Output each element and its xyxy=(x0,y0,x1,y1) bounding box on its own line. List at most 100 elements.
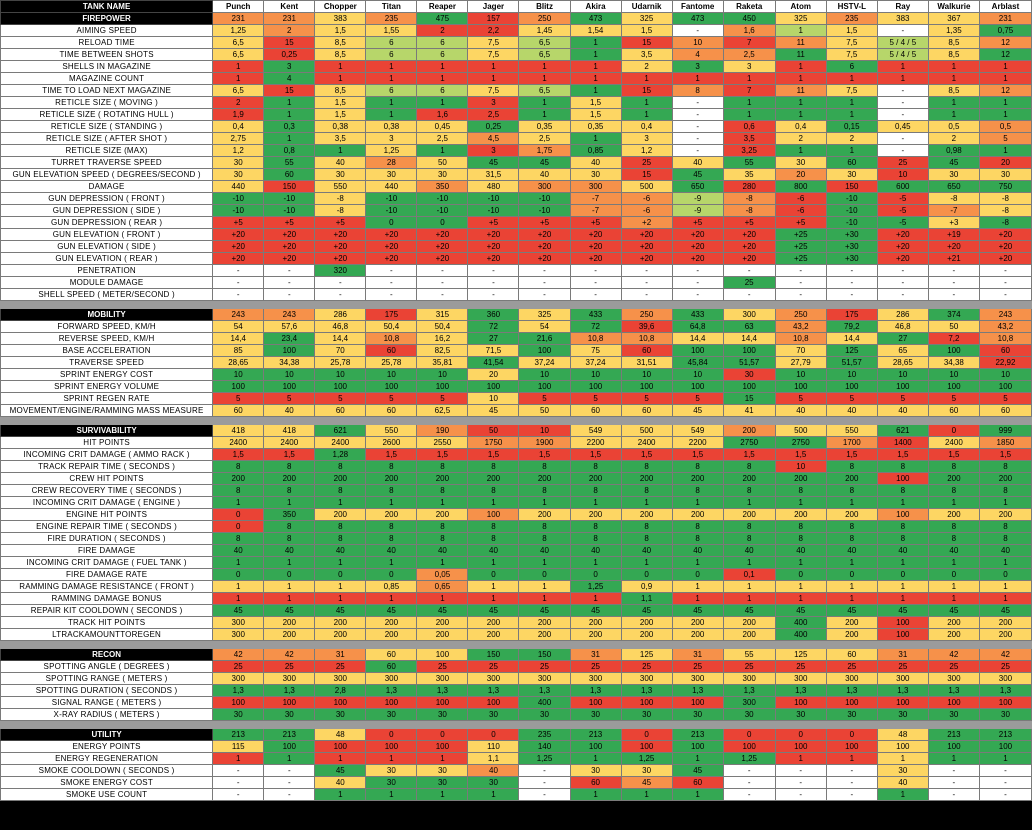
stat-value-cell[interactable]: 1,3 xyxy=(620,684,673,697)
stat-value-cell[interactable]: 5 xyxy=(314,392,367,405)
stat-value-cell[interactable]: -5 xyxy=(876,204,929,217)
stat-value-cell[interactable]: 2550 xyxy=(416,436,469,449)
stat-value-cell[interactable]: 200 xyxy=(212,472,265,485)
stat-value-cell[interactable]: 500 xyxy=(620,180,673,193)
stat-value-cell[interactable]: 480 xyxy=(467,180,520,193)
stat-value-cell[interactable]: 8 xyxy=(671,460,724,473)
section-total-cell[interactable]: 157 xyxy=(467,12,520,25)
stat-value-cell[interactable]: 8 xyxy=(416,520,469,533)
stat-value-cell[interactable]: 8 xyxy=(671,532,724,545)
stat-value-cell[interactable]: 25 xyxy=(978,660,1032,673)
stat-value-cell[interactable]: +20 xyxy=(416,240,469,253)
stat-label[interactable]: SPOTTING ANGLE ( DEGREES ) xyxy=(0,660,214,673)
tank-header-atom[interactable]: Atom xyxy=(774,0,827,13)
stat-value-cell[interactable]: 1,5 xyxy=(927,448,980,461)
stat-value-cell[interactable]: 1 xyxy=(978,496,1032,509)
section-total-cell[interactable]: 621 xyxy=(876,424,929,437)
stat-value-cell[interactable]: 45 xyxy=(263,604,316,617)
stat-value-cell[interactable]: 30 xyxy=(416,776,469,789)
stat-value-cell[interactable]: 6 xyxy=(416,48,469,61)
stat-value-cell[interactable]: 1 xyxy=(212,592,265,605)
stat-value-cell[interactable]: 200 xyxy=(467,628,520,641)
stat-value-cell[interactable]: 1 xyxy=(876,580,929,593)
stat-value-cell[interactable]: 30 xyxy=(467,708,520,721)
stat-label[interactable]: DAMAGE xyxy=(0,180,214,193)
stat-value-cell[interactable]: 1 xyxy=(314,556,367,569)
stat-value-cell[interactable]: 2600 xyxy=(365,436,418,449)
stat-label[interactable]: ENERGY REGENERATION xyxy=(0,752,214,765)
stat-value-cell[interactable]: 100 xyxy=(416,380,469,393)
stat-value-cell[interactable]: 1,3 xyxy=(671,684,724,697)
stat-value-cell[interactable]: +3 xyxy=(927,216,980,229)
stat-value-cell[interactable]: 6,5 xyxy=(518,36,571,49)
stat-value-cell[interactable]: 100 xyxy=(467,380,520,393)
stat-value-cell[interactable]: 8,5 xyxy=(927,84,980,97)
section-total-cell[interactable]: 175 xyxy=(825,308,878,321)
stat-value-cell[interactable]: 8 xyxy=(620,460,673,473)
stat-value-cell[interactable]: 45 xyxy=(620,776,673,789)
stat-value-cell[interactable]: 25 xyxy=(825,660,878,673)
stat-value-cell[interactable]: 1,5 xyxy=(978,448,1032,461)
stat-value-cell[interactable]: 100 xyxy=(365,696,418,709)
stat-value-cell[interactable]: 15 xyxy=(722,392,776,405)
stat-value-cell[interactable]: 100 xyxy=(365,740,418,753)
stat-value-cell[interactable]: 1,55 xyxy=(365,24,418,37)
stat-value-cell[interactable]: 1,1 xyxy=(467,752,520,765)
stat-value-cell[interactable]: 200 xyxy=(620,508,673,521)
stat-value-cell[interactable]: - xyxy=(416,288,469,301)
section-total-cell[interactable]: 50 xyxy=(467,424,520,437)
stat-value-cell[interactable]: 60 xyxy=(671,776,724,789)
stat-value-cell[interactable]: - xyxy=(876,108,929,121)
tank-header-blitz[interactable]: Blitz xyxy=(518,0,571,13)
stat-value-cell[interactable]: 8 xyxy=(212,484,265,497)
stat-value-cell[interactable]: 8 xyxy=(365,484,418,497)
stat-value-cell[interactable]: 1 xyxy=(722,496,776,509)
stat-label[interactable]: PENETRATION xyxy=(0,264,214,277)
stat-value-cell[interactable]: 10 xyxy=(774,368,827,381)
stat-value-cell[interactable]: - xyxy=(722,264,776,277)
stat-value-cell[interactable]: - xyxy=(825,264,878,277)
stat-value-cell[interactable]: 50,4 xyxy=(365,320,418,333)
stat-value-cell[interactable]: 21,6 xyxy=(518,332,571,345)
stat-label[interactable]: SPOTTING DURATION ( SECONDS ) xyxy=(0,684,214,697)
stat-value-cell[interactable]: 100 xyxy=(365,380,418,393)
stat-label[interactable]: FIRE DURATION ( SECONDS ) xyxy=(0,532,214,545)
stat-value-cell[interactable]: 1 xyxy=(518,60,571,73)
stat-value-cell[interactable]: 300 xyxy=(416,672,469,685)
stat-value-cell[interactable]: 100 xyxy=(876,696,929,709)
section-total-cell[interactable]: 999 xyxy=(978,424,1032,437)
stat-value-cell[interactable]: 50 xyxy=(416,156,469,169)
stat-value-cell[interactable]: 14,4 xyxy=(671,332,724,345)
stat-value-cell[interactable]: 1 xyxy=(263,108,316,121)
stat-value-cell[interactable]: 1 xyxy=(620,556,673,569)
stat-value-cell[interactable]: 40 xyxy=(876,544,929,557)
stat-value-cell[interactable]: 3,5 xyxy=(722,132,776,145)
stat-value-cell[interactable]: 57,6 xyxy=(263,320,316,333)
stat-label[interactable]: HIT POINTS xyxy=(0,436,214,449)
section-total-cell[interactable]: 550 xyxy=(825,424,878,437)
section-total-cell[interactable]: 60 xyxy=(825,648,878,661)
section-total-cell[interactable]: 250 xyxy=(620,308,673,321)
stat-value-cell[interactable]: 3 xyxy=(620,132,673,145)
stat-value-cell[interactable]: 300 xyxy=(314,672,367,685)
stat-value-cell[interactable]: 10,8 xyxy=(978,332,1032,345)
stat-value-cell[interactable]: -10 xyxy=(263,204,316,217)
stat-value-cell[interactable]: 14,4 xyxy=(314,332,367,345)
stat-value-cell[interactable]: 45 xyxy=(671,604,724,617)
stat-value-cell[interactable]: 100 xyxy=(876,616,929,629)
stat-value-cell[interactable]: 1 xyxy=(927,60,980,73)
stat-label[interactable]: REVERSE SPEED, KM/H xyxy=(0,332,214,345)
stat-value-cell[interactable]: - xyxy=(722,776,776,789)
stat-value-cell[interactable]: 37,24 xyxy=(569,356,622,369)
stat-value-cell[interactable]: 600 xyxy=(876,180,929,193)
stat-value-cell[interactable]: 8 xyxy=(518,484,571,497)
stat-value-cell[interactable]: 1 xyxy=(620,496,673,509)
stat-value-cell[interactable]: 0,65 xyxy=(416,580,469,593)
stat-value-cell[interactable]: 1,25 xyxy=(365,144,418,157)
stat-value-cell[interactable]: - xyxy=(620,288,673,301)
stat-value-cell[interactable]: 25 xyxy=(876,660,929,673)
stat-value-cell[interactable]: 55 xyxy=(263,156,316,169)
stat-value-cell[interactable]: 100 xyxy=(569,740,622,753)
stat-value-cell[interactable]: 8 xyxy=(620,484,673,497)
stat-value-cell[interactable]: 1 xyxy=(467,580,520,593)
